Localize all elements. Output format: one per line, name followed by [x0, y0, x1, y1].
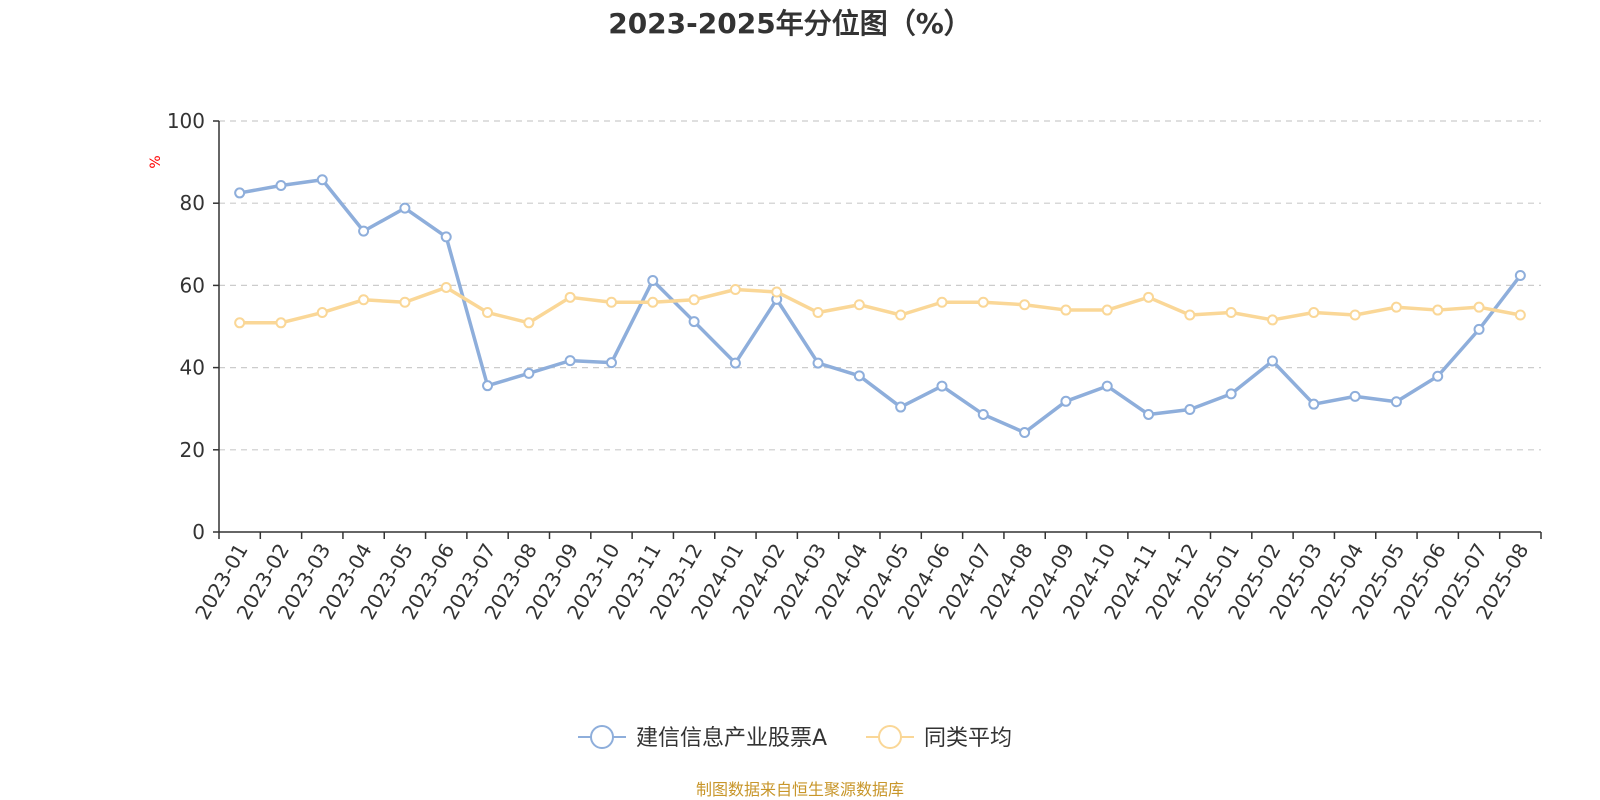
series-lines [234, 174, 1526, 439]
x-axis-ticks: 2023-012023-022023-032023-042023-052023-… [190, 532, 1542, 624]
series-2-point[interactable] [1514, 309, 1526, 321]
series-1-point[interactable] [1101, 380, 1113, 392]
series-1-point[interactable] [853, 370, 865, 382]
series-1-point[interactable] [729, 357, 741, 369]
series-2-point[interactable] [316, 307, 328, 319]
chart-title: 2023-2025年分位图（%） [608, 7, 972, 40]
series-2-point[interactable] [1473, 301, 1485, 313]
series-2-point[interactable] [358, 294, 370, 306]
series-1-point[interactable] [1060, 395, 1072, 407]
series-2-point[interactable] [1019, 299, 1031, 311]
series-1-point[interactable] [1266, 355, 1278, 367]
series-1-point[interactable] [1019, 427, 1031, 439]
series-1-point[interactable] [605, 357, 617, 369]
series-2-point[interactable] [936, 296, 948, 308]
series-2-point[interactable] [1225, 307, 1237, 319]
legend-series-2-label: 同类平均 [924, 726, 1012, 751]
legend-item-series-2[interactable]: 同类平均 [866, 725, 1012, 751]
y-tick-label: 20 [180, 438, 205, 462]
series-2-point[interactable] [771, 286, 783, 298]
series-1-point[interactable] [1225, 388, 1237, 400]
series-1-point[interactable] [936, 380, 948, 392]
series-1-point[interactable] [895, 401, 907, 413]
legend-series-1-label: 建信信息产业股票A [636, 726, 827, 751]
series-2-point[interactable] [1101, 304, 1113, 316]
series-2-point[interactable] [1390, 301, 1402, 313]
series-2-point[interactable] [440, 281, 452, 293]
series-2-point[interactable] [647, 296, 659, 308]
y-tick-label: 80 [180, 191, 205, 215]
series-2-point[interactable] [1143, 291, 1155, 303]
series-2-point[interactable] [853, 299, 865, 311]
source-note: 制图数据来自恒生聚源数据库 [696, 780, 904, 799]
series-2-point[interactable] [399, 296, 411, 308]
series-1-point[interactable] [1143, 408, 1155, 420]
series-2-point[interactable] [977, 296, 989, 308]
y-axis-ticks: 0 20 40 60 80 100 [167, 109, 219, 544]
series-1-point[interactable] [1349, 390, 1361, 402]
series-2-point[interactable] [605, 296, 617, 308]
legend-series-1-marker [590, 725, 614, 749]
series-1-point[interactable] [812, 357, 824, 369]
series-1-point[interactable] [1390, 396, 1402, 408]
series-2-point[interactable] [523, 317, 535, 329]
series-2-point[interactable] [482, 307, 494, 319]
series-2-point[interactable] [1349, 309, 1361, 321]
series-1-point[interactable] [234, 187, 246, 199]
y-tick-label: 0 [192, 520, 205, 544]
series-2-point[interactable] [1060, 304, 1072, 316]
series-2-point[interactable] [895, 309, 907, 321]
series-1-point[interactable] [1514, 270, 1526, 282]
series-1-point[interactable] [440, 231, 452, 243]
series-1-point[interactable] [316, 174, 328, 186]
series-1-point[interactable] [1432, 370, 1444, 382]
grid-lines [219, 120, 1541, 451]
series-2-point[interactable] [1432, 304, 1444, 316]
series-1-point[interactable] [647, 274, 659, 286]
series-2-point[interactable] [688, 294, 700, 306]
legend-item-series-1[interactable]: 建信信息产业股票A [578, 725, 827, 751]
series-1-point[interactable] [399, 202, 411, 214]
y-tick-label: 40 [180, 356, 205, 380]
legend: 建信信息产业股票A 同类平均 [578, 725, 1012, 751]
series-1-point[interactable] [358, 225, 370, 237]
series-2-point[interactable] [1308, 307, 1320, 319]
series-2-point[interactable] [729, 284, 741, 296]
series-1-point[interactable] [275, 180, 287, 192]
series-1-point[interactable] [1308, 398, 1320, 410]
y-axis-unit: % [148, 155, 164, 168]
series-2-point[interactable] [234, 317, 246, 329]
series-2-point[interactable] [1266, 314, 1278, 326]
series-1-point[interactable] [688, 316, 700, 328]
series-1-point[interactable] [523, 367, 535, 379]
series-2-line [237, 285, 1523, 325]
series-1-line [237, 178, 1523, 435]
series-1-point[interactable] [977, 408, 989, 420]
y-tick-label: 100 [167, 109, 205, 133]
axes [218, 121, 1541, 533]
series-2-point[interactable] [1184, 309, 1196, 321]
series-2-point[interactable] [812, 307, 824, 319]
series-1-point[interactable] [482, 380, 494, 392]
legend-series-2-marker [878, 725, 902, 749]
series-1-point[interactable] [1184, 404, 1196, 416]
series-2-point[interactable] [275, 317, 287, 329]
series-1-point[interactable] [1473, 323, 1485, 335]
series-2-point[interactable] [564, 291, 576, 303]
series-1-point[interactable] [564, 355, 576, 367]
y-tick-label: 60 [180, 273, 205, 297]
